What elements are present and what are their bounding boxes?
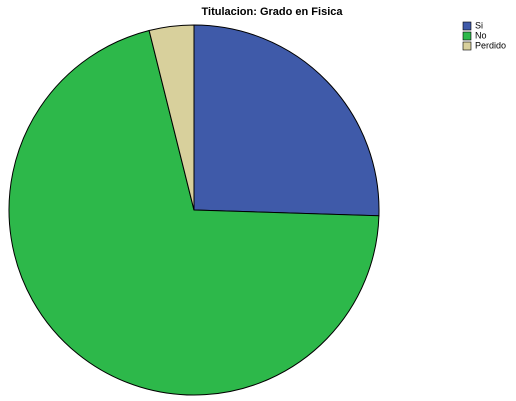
- legend-label: No: [475, 30, 487, 40]
- pie-slice: [148, 24, 195, 211]
- chart-title: Titulacion: Grado en Fisica: [202, 6, 344, 18]
- legend-label: Si: [475, 20, 483, 30]
- legend-swatch: [462, 31, 472, 41]
- pie-slice: [193, 24, 380, 217]
- pie-slice: [8, 29, 380, 396]
- legend-label: Perdido: [475, 40, 506, 50]
- legend-swatch: [462, 41, 472, 51]
- legend-swatch: [462, 21, 472, 31]
